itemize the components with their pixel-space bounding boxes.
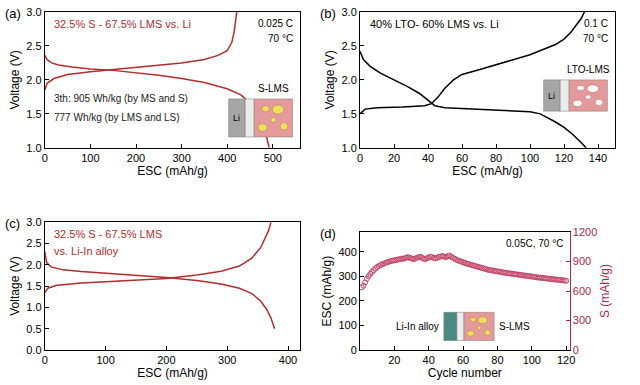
svg-text:(a): (a)	[5, 6, 21, 21]
svg-text:Voltage (V): Voltage (V)	[323, 50, 337, 109]
svg-text:3.0: 3.0	[26, 216, 41, 228]
svg-text:70 °C: 70 °C	[583, 33, 608, 44]
svg-text:300: 300	[218, 354, 236, 366]
svg-text:200: 200	[157, 354, 175, 366]
svg-text:1.5: 1.5	[26, 280, 41, 292]
svg-text:0: 0	[573, 344, 579, 356]
svg-text:40: 40	[422, 152, 434, 164]
svg-text:400: 400	[279, 354, 297, 366]
svg-text:777 Wh/kg (by LMS and LS): 777 Wh/kg (by LMS and LS)	[54, 112, 180, 123]
svg-text:1.0: 1.0	[342, 142, 357, 154]
svg-text:S-LMS: S-LMS	[258, 83, 289, 94]
svg-text:100: 100	[96, 354, 114, 366]
svg-text:140: 140	[589, 152, 607, 164]
svg-text:2.0: 2.0	[26, 259, 41, 271]
svg-text:0.0: 0.0	[26, 344, 41, 356]
svg-text:(d): (d)	[320, 226, 336, 241]
svg-text:LTO-LMS: LTO-LMS	[567, 64, 610, 75]
svg-text:1.0: 1.0	[26, 142, 41, 154]
svg-text:1.5: 1.5	[26, 108, 41, 120]
svg-text:0: 0	[42, 354, 48, 366]
svg-text:2.5: 2.5	[26, 40, 41, 52]
svg-text:20: 20	[388, 152, 400, 164]
svg-text:ESC (mAh/g): ESC (mAh/g)	[452, 164, 523, 178]
svg-text:S-LMS: S-LMS	[499, 321, 530, 332]
svg-text:32.5% S - 67.5% LMS vs. Li: 32.5% S - 67.5% LMS vs. Li	[54, 18, 191, 30]
svg-text:Li-In alloy: Li-In alloy	[396, 321, 439, 332]
svg-text:0: 0	[351, 344, 357, 356]
svg-text:vs. Li-In alloy: vs. Li-In alloy	[54, 245, 119, 257]
svg-text:Li: Li	[233, 113, 240, 123]
svg-text:600: 600	[573, 285, 591, 297]
svg-text:80: 80	[491, 354, 503, 366]
svg-text:900: 900	[573, 255, 591, 267]
svg-text:60: 60	[457, 354, 469, 366]
svg-text:300: 300	[338, 270, 356, 282]
svg-text:400: 400	[218, 152, 236, 164]
svg-text:0.1 C: 0.1 C	[584, 18, 608, 29]
svg-text:1.0: 1.0	[26, 301, 41, 313]
svg-text:300: 300	[573, 314, 591, 326]
svg-text:0: 0	[357, 152, 363, 164]
svg-text:2.0: 2.0	[26, 74, 41, 86]
svg-text:S (mAh/g): S (mAh/g)	[598, 264, 612, 318]
svg-text:80: 80	[490, 152, 502, 164]
svg-text:0.025 C: 0.025 C	[258, 18, 293, 29]
svg-text:200: 200	[338, 295, 356, 307]
svg-text:ESC (mAh/g): ESC (mAh/g)	[137, 164, 208, 178]
svg-text:40% LTO- 60% LMS vs. Li: 40% LTO- 60% LMS vs. Li	[370, 18, 499, 30]
svg-text:3.0: 3.0	[26, 6, 41, 18]
svg-text:300: 300	[172, 152, 190, 164]
svg-text:400: 400	[338, 246, 356, 258]
svg-text:100: 100	[338, 319, 356, 331]
svg-text:100: 100	[81, 152, 99, 164]
svg-text:20: 20	[388, 354, 400, 366]
svg-text:2.0: 2.0	[342, 74, 357, 86]
svg-text:3th: 905 Wh/kg (by MS and S): 3th: 905 Wh/kg (by MS and S)	[54, 93, 188, 104]
svg-text:1200: 1200	[573, 226, 597, 238]
svg-text:3.0: 3.0	[342, 6, 357, 18]
svg-text:1.5: 1.5	[342, 108, 357, 120]
svg-text:Voltage (V): Voltage (V)	[8, 256, 22, 315]
svg-text:0: 0	[42, 152, 48, 164]
svg-text:100: 100	[523, 354, 541, 366]
svg-text:60: 60	[456, 152, 468, 164]
svg-text:500: 500	[264, 152, 282, 164]
svg-text:200: 200	[127, 152, 145, 164]
svg-text:2.5: 2.5	[26, 237, 41, 249]
svg-text:(b): (b)	[320, 6, 336, 21]
svg-text:70 °C: 70 °C	[268, 33, 293, 44]
svg-text:120: 120	[555, 152, 573, 164]
svg-text:0.05C, 70 °C: 0.05C, 70 °C	[506, 238, 563, 249]
svg-text:Cycle number: Cycle number	[428, 366, 502, 380]
svg-text:100: 100	[521, 152, 539, 164]
svg-text:2.5: 2.5	[342, 40, 357, 52]
svg-text:ESC (mAh/g): ESC (mAh/g)	[137, 366, 208, 380]
svg-text:120: 120	[557, 354, 575, 366]
svg-text:Voltage (V): Voltage (V)	[8, 50, 22, 109]
svg-text:40: 40	[423, 354, 435, 366]
svg-text:ESC (mAh/g): ESC (mAh/g)	[320, 256, 334, 327]
svg-text:(c): (c)	[5, 216, 20, 231]
svg-text:0.5: 0.5	[26, 323, 41, 335]
svg-text:Li: Li	[548, 91, 555, 101]
svg-text:32.5% S - 67.5% LMS: 32.5% S - 67.5% LMS	[54, 228, 162, 240]
